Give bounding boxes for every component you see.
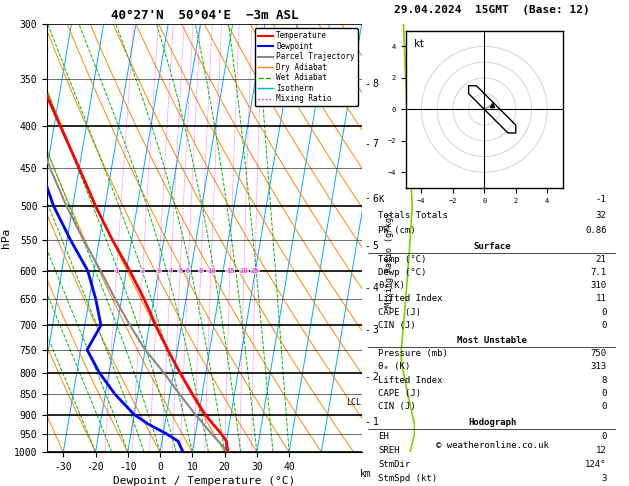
Text: StmSpd (kt): StmSpd (kt) [378,474,437,483]
Legend: Temperature, Dewpoint, Parcel Trajectory, Dry Adiabat, Wet Adiabat, Isotherm, Mi: Temperature, Dewpoint, Parcel Trajectory… [255,28,358,106]
Text: Lifted Index: Lifted Index [378,376,442,385]
Text: Totals Totals: Totals Totals [378,210,448,220]
Text: 7: 7 [372,139,379,149]
Text: 4: 4 [372,283,379,293]
Text: 20: 20 [240,267,248,274]
Text: Lifted Index: Lifted Index [378,295,442,303]
Text: -1: -1 [596,195,606,204]
Text: -: - [364,283,370,293]
Text: 8: 8 [601,376,606,385]
Text: Surface: Surface [474,242,511,251]
Text: 21: 21 [596,255,606,264]
Text: StmDir: StmDir [378,460,410,469]
Text: θₑ (K): θₑ (K) [378,362,410,371]
Text: 8: 8 [372,79,379,89]
Text: CAPE (J): CAPE (J) [378,389,421,398]
Text: 0: 0 [601,389,606,398]
Text: -: - [364,417,370,427]
Text: PW (cm): PW (cm) [378,226,416,235]
X-axis label: Dewpoint / Temperature (°C): Dewpoint / Temperature (°C) [113,476,296,486]
Text: 29.04.2024  15GMT  (Base: 12): 29.04.2024 15GMT (Base: 12) [394,4,590,15]
Text: 32: 32 [596,210,606,220]
Text: 310: 310 [591,281,606,290]
Title: 40°27'N  50°04'E  −3m ASL: 40°27'N 50°04'E −3m ASL [111,9,298,22]
Text: kt: kt [414,38,425,49]
Text: 5: 5 [372,241,379,251]
Text: 8: 8 [199,267,203,274]
Text: 3: 3 [372,325,379,335]
Text: CIN (J): CIN (J) [378,402,416,412]
Text: -: - [364,193,370,204]
Text: 0: 0 [601,402,606,412]
Text: -: - [364,325,370,335]
Text: -: - [364,241,370,251]
Text: -: - [364,79,370,89]
Text: 313: 313 [591,362,606,371]
Text: Hodograph: Hodograph [468,417,516,427]
Text: 2: 2 [140,267,145,274]
Text: 10: 10 [207,267,215,274]
Text: θₑ(K): θₑ(K) [378,281,405,290]
Text: Dewp (°C): Dewp (°C) [378,268,426,277]
Text: -: - [364,372,370,382]
Text: 0: 0 [601,321,606,330]
Text: 750: 750 [591,349,606,358]
Text: 11: 11 [596,295,606,303]
Text: Pressure (mb): Pressure (mb) [378,349,448,358]
Text: 0.86: 0.86 [585,226,606,235]
Text: EH: EH [378,432,389,441]
Text: 1: 1 [372,417,379,427]
Text: Mixing Ratio (g/kg): Mixing Ratio (g/kg) [386,212,394,307]
Text: Temp (°C): Temp (°C) [378,255,426,264]
Text: LCL: LCL [346,398,360,407]
Text: -: - [364,139,370,149]
Text: 0: 0 [601,432,606,441]
Text: K: K [378,195,383,204]
Text: © weatheronline.co.uk: © weatheronline.co.uk [436,440,548,450]
Text: 6: 6 [372,193,379,204]
Text: 15: 15 [226,267,234,274]
Text: 3: 3 [601,474,606,483]
Text: 6: 6 [186,267,190,274]
Text: 25: 25 [251,267,259,274]
Text: CAPE (J): CAPE (J) [378,308,421,317]
Text: 5: 5 [178,267,182,274]
Text: 3: 3 [157,267,161,274]
Text: 7.1: 7.1 [591,268,606,277]
Text: km: km [360,469,372,479]
Y-axis label: hPa: hPa [1,228,11,248]
Text: 12: 12 [596,446,606,455]
Text: 4: 4 [169,267,173,274]
Text: 0: 0 [601,308,606,317]
Text: 124°: 124° [585,460,606,469]
Text: SREH: SREH [378,446,399,455]
Text: Most Unstable: Most Unstable [457,335,527,345]
Text: CIN (J): CIN (J) [378,321,416,330]
Text: 1: 1 [114,267,119,274]
Text: 2: 2 [372,372,379,382]
